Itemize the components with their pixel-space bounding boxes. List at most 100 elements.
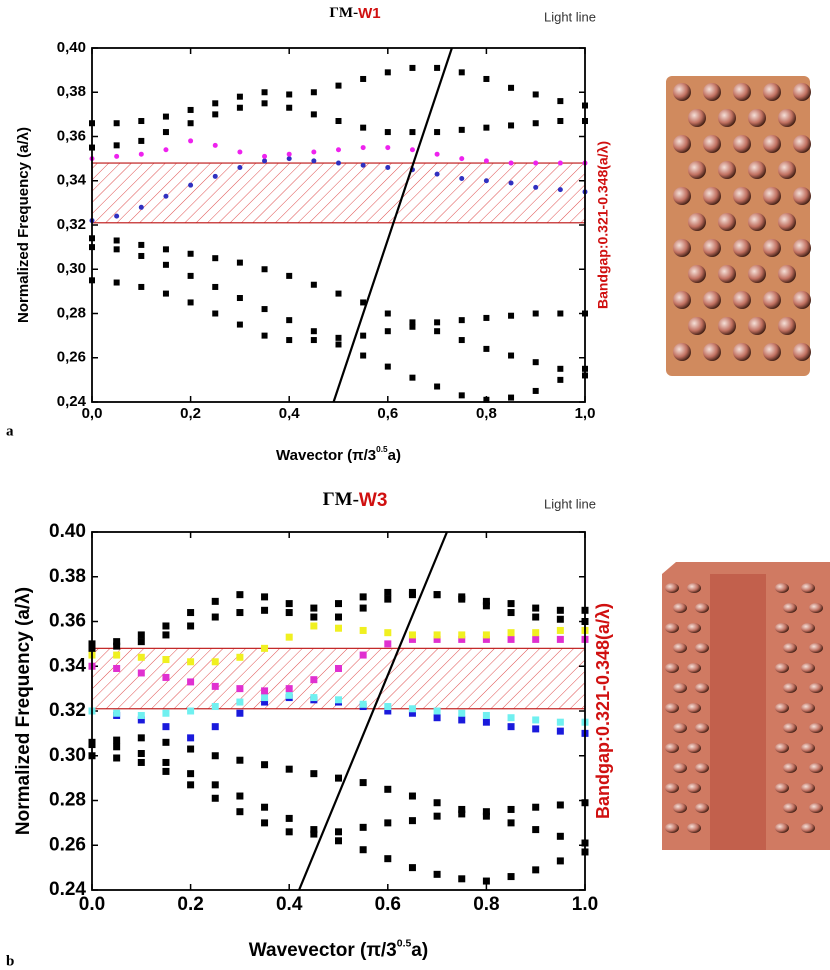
band-point: [408, 635, 416, 643]
band-point: [458, 69, 465, 76]
band-point: [483, 396, 490, 403]
hole: [673, 603, 687, 613]
band-point: [359, 651, 367, 659]
y-tick-label: 0,40: [57, 39, 86, 56]
band-point: [384, 640, 392, 648]
band-point: [507, 873, 515, 881]
chart-title: ΓM-W1: [329, 5, 380, 22]
band-point: [532, 310, 539, 317]
band-point: [508, 160, 514, 166]
hole: [809, 683, 823, 693]
band-point: [556, 606, 564, 614]
band-point: [458, 810, 466, 818]
band-point: [236, 709, 244, 717]
band-point: [557, 118, 564, 125]
hole: [703, 239, 721, 257]
band-point: [261, 100, 268, 107]
hole: [809, 723, 823, 733]
x-axis-label: Wavevector (π/30.5a): [249, 938, 428, 961]
band-point: [434, 319, 441, 326]
hole: [733, 187, 751, 205]
x-axis-label-part: Wavector (π/3: [276, 447, 376, 464]
band-point: [162, 631, 170, 639]
hole: [718, 213, 736, 231]
band-point: [557, 160, 563, 166]
band-point: [359, 779, 367, 787]
band-point: [187, 609, 195, 617]
band-point: [458, 593, 466, 601]
band-point: [137, 716, 145, 724]
band-point: [433, 635, 441, 643]
hole: [748, 317, 766, 335]
band-point: [187, 250, 194, 257]
band-point: [138, 118, 145, 125]
plot-frame: [91, 47, 586, 403]
band-point: [384, 703, 392, 711]
band-point: [482, 877, 490, 885]
band-point: [236, 792, 244, 800]
band-point: [162, 261, 169, 268]
hole: [687, 783, 701, 793]
band-point: [359, 604, 367, 612]
band-point: [532, 866, 540, 874]
x-axis-label-part: a): [388, 447, 401, 464]
band-point: [187, 707, 195, 715]
band-point: [162, 113, 169, 120]
hole: [673, 803, 687, 813]
band-point: [261, 694, 269, 702]
plot-frame: [91, 531, 586, 891]
hole: [783, 683, 797, 693]
band-point: [458, 875, 466, 883]
x-tick-label: 0.8: [473, 894, 499, 915]
band-point: [384, 595, 392, 603]
band-point: [385, 145, 391, 151]
x-tick-label: 0.2: [177, 894, 203, 915]
hole: [673, 343, 691, 361]
band-point: [261, 606, 269, 614]
x-tick-label: 0,2: [180, 405, 201, 422]
hole: [763, 187, 781, 205]
band-point: [310, 770, 318, 778]
x-tick-label: 0.6: [375, 894, 401, 915]
band-point: [137, 669, 145, 677]
band-point: [138, 252, 145, 259]
band-point: [162, 129, 169, 136]
x-tick-label: 1,0: [575, 405, 596, 422]
title-waveguide: W1: [358, 5, 381, 22]
band-point: [162, 758, 170, 766]
band-point: [162, 290, 169, 297]
band-point: [286, 151, 292, 157]
band-point: [285, 691, 293, 699]
band-point: [285, 609, 293, 617]
y-tick-label: 0.32: [49, 700, 86, 721]
band-point: [211, 781, 219, 789]
band-point: [188, 182, 194, 188]
hole: [703, 291, 721, 309]
band-point: [532, 91, 539, 98]
x-tick-label: 0.4: [276, 894, 303, 915]
hole: [673, 83, 691, 101]
band-point: [556, 626, 564, 634]
band-point: [458, 126, 465, 133]
band-point: [163, 147, 169, 153]
band-point: [236, 698, 244, 706]
band-point: [162, 246, 169, 253]
band-point: [261, 803, 269, 811]
band-point: [335, 837, 342, 845]
band-point: [556, 801, 564, 809]
band-point: [212, 111, 219, 118]
band-point: [286, 104, 293, 111]
panel-label: a: [6, 423, 14, 439]
band-point: [113, 638, 121, 646]
y-tick-label: 0,36: [57, 127, 86, 144]
bandgap-region: [91, 162, 586, 224]
hole: [793, 239, 811, 257]
band-point: [408, 864, 416, 872]
hole: [688, 161, 706, 179]
hole: [703, 83, 721, 101]
band-point: [434, 151, 440, 157]
band-point: [409, 323, 416, 330]
band-point: [433, 631, 441, 639]
hole: [763, 343, 781, 361]
hole: [809, 803, 823, 813]
